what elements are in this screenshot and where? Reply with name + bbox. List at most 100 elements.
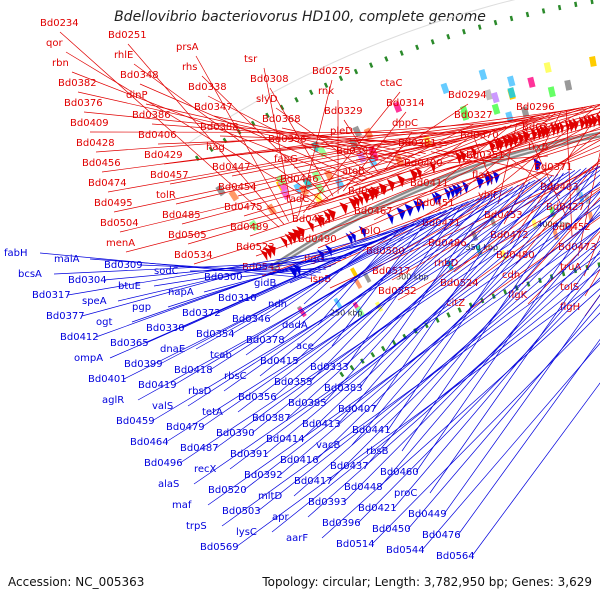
forward-gene-label: Bd0409 bbox=[70, 118, 109, 129]
reverse-leader bbox=[151, 171, 570, 422]
forward-leader bbox=[237, 107, 584, 197]
forward-leader bbox=[305, 105, 589, 209]
reverse-leader bbox=[201, 170, 576, 428]
forward-gene-label: Bd0382 bbox=[58, 78, 97, 89]
forward-leader bbox=[367, 114, 550, 201]
backbone-highlight bbox=[270, 133, 600, 270]
reverse-gene-label: bcsA bbox=[18, 269, 42, 280]
forward-gene-arrow bbox=[506, 134, 516, 148]
forward-gene-label: tolR bbox=[156, 190, 176, 201]
forward-gene-label: Bd0504 bbox=[100, 218, 139, 229]
forward-gene-label: Bd0490 bbox=[298, 234, 337, 245]
forward-gene-label: Bd0397 bbox=[336, 146, 375, 157]
reverse-gene-label: Bd0476 bbox=[422, 530, 461, 541]
forward-gene-label: Bd0251 bbox=[108, 30, 147, 41]
forward-gene-label: rbn bbox=[52, 58, 69, 69]
forward-gene-label: Bd0234 bbox=[40, 18, 79, 29]
tick-mark bbox=[503, 289, 508, 295]
reverse-gene-label: aglR bbox=[102, 395, 124, 406]
forward-leader bbox=[157, 130, 490, 145]
reverse-gene-label: Bd0333 bbox=[310, 362, 349, 373]
reverse-gene-label: Bd0372 bbox=[182, 308, 221, 319]
reverse-gene-label: Bd0390 bbox=[216, 428, 255, 439]
forward-leader bbox=[293, 127, 501, 169]
tick-mark bbox=[477, 24, 482, 30]
forward-leader bbox=[101, 109, 572, 173]
reverse-leader bbox=[109, 201, 469, 359]
reverse-leader bbox=[457, 338, 600, 536]
tick-mark bbox=[590, 0, 594, 5]
forward-leader bbox=[311, 111, 600, 229]
forward-gene-label: flgH bbox=[560, 302, 580, 313]
forward-gene-label: Bd0489 bbox=[230, 222, 269, 233]
forward-gene-label: Bd0368 bbox=[262, 114, 301, 125]
forward-leader bbox=[263, 67, 295, 219]
feature-block bbox=[317, 145, 328, 158]
reverse-gene-arrow bbox=[475, 175, 484, 189]
tick-mark bbox=[339, 371, 345, 378]
forward-leader bbox=[308, 103, 469, 211]
reverse-leader bbox=[301, 167, 587, 440]
reverse-leader bbox=[429, 250, 600, 494]
tick-mark bbox=[435, 317, 440, 323]
forward-leader bbox=[329, 165, 600, 289]
forward-gene-arrow bbox=[352, 195, 360, 208]
inner-feature-block bbox=[333, 297, 343, 309]
reverse-gene-arrow bbox=[418, 197, 425, 211]
reverse-gene-label: Bd0383 bbox=[324, 383, 363, 394]
feature-block bbox=[315, 182, 326, 195]
reverse-gene-label: mltD bbox=[258, 491, 282, 502]
forward-gene-label: Bd0400 bbox=[404, 158, 443, 169]
inner-feature-block bbox=[552, 229, 559, 241]
forward-gene-label: Bd0329 bbox=[324, 106, 363, 117]
tick-mark bbox=[541, 8, 546, 14]
forward-leader bbox=[583, 234, 600, 277]
reverse-gene-label: sodC bbox=[154, 266, 179, 277]
reverse-gene-label: Bd0387 bbox=[252, 413, 291, 424]
reverse-gene-label: Bd0414 bbox=[266, 434, 305, 445]
inner-feature-block bbox=[363, 272, 372, 284]
reverse-gene-label: aarF bbox=[286, 533, 308, 544]
reverse-leader bbox=[443, 294, 600, 515]
forward-gene-arrow bbox=[356, 193, 364, 206]
forward-leader bbox=[361, 125, 507, 181]
forward-gene-label: Bd0376 bbox=[64, 98, 103, 109]
forward-gene-label: Bd0403 bbox=[540, 182, 579, 193]
reverse-leader bbox=[251, 168, 581, 434]
reverse-leader bbox=[321, 288, 600, 539]
tick-mark bbox=[525, 11, 530, 18]
reverse-leader bbox=[337, 174, 559, 425]
inner-feature-block bbox=[353, 278, 363, 290]
forward-gene-label: Bd0462 bbox=[292, 214, 331, 225]
forward-leader bbox=[473, 136, 493, 185]
forward-leader bbox=[125, 128, 600, 253]
forward-gene-label: Bd0505 bbox=[168, 230, 207, 241]
reverse-leader bbox=[271, 268, 600, 533]
tick-mark bbox=[338, 75, 344, 82]
forward-gene-label: dppC bbox=[392, 118, 418, 129]
reverse-leader bbox=[209, 197, 480, 371]
reverse-gene-label: speA bbox=[82, 296, 107, 307]
forward-gene-arrow bbox=[568, 118, 576, 133]
feature-block bbox=[589, 56, 597, 67]
forward-gene-arrow bbox=[323, 210, 331, 224]
forward-gene-arrow bbox=[296, 226, 305, 239]
reverse-gene-label: Bd0399 bbox=[124, 359, 163, 370]
tick-mark bbox=[370, 351, 376, 358]
reverse-leader bbox=[221, 252, 600, 527]
accession-label: Accession: NC_005363 bbox=[8, 575, 145, 589]
tick-mark bbox=[391, 339, 397, 346]
reverse-gene-label: Bd0407 bbox=[338, 404, 377, 415]
feature-block bbox=[527, 76, 536, 88]
genome-summary: Topology: circular; Length: 3,782,950 bp… bbox=[262, 575, 592, 589]
forward-gene-arrow bbox=[583, 115, 590, 130]
forward-gene-label: Bd0456 bbox=[82, 158, 121, 169]
tick-mark bbox=[526, 281, 531, 287]
forward-leader bbox=[353, 135, 543, 187]
forward-gene-label: citZ bbox=[446, 298, 465, 309]
forward-gene-label: Bd0351 bbox=[466, 150, 505, 161]
forward-gene-label: Bd0524 bbox=[440, 278, 479, 289]
tick-mark bbox=[446, 33, 451, 40]
reverse-gene-label: rbsB bbox=[366, 446, 389, 457]
